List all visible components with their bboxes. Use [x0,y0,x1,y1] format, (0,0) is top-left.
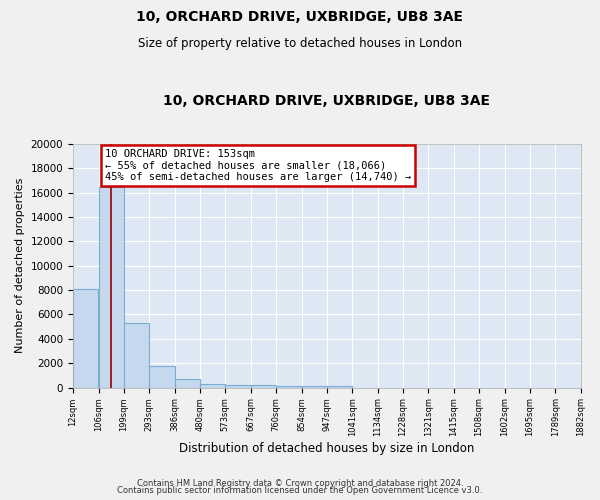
Bar [225,385,251,388]
Text: Size of property relative to detached houses in London: Size of property relative to detached ho… [138,38,462,51]
Title: 10, ORCHARD DRIVE, UXBRIDGE, UB8 3AE: 10, ORCHARD DRIVE, UXBRIDGE, UB8 3AE [163,94,490,108]
Bar [98,186,124,388]
Bar [149,366,175,388]
Bar [276,386,301,388]
Bar [175,379,200,388]
Bar [327,386,352,388]
Text: Contains HM Land Registry data © Crown copyright and database right 2024.: Contains HM Land Registry data © Crown c… [137,478,463,488]
Bar [302,386,327,388]
Bar [200,384,225,388]
Bar [73,290,98,388]
Y-axis label: Number of detached properties: Number of detached properties [15,178,25,354]
Text: Contains public sector information licensed under the Open Government Licence v3: Contains public sector information licen… [118,486,482,495]
Bar [251,385,276,388]
Text: 10 ORCHARD DRIVE: 153sqm
← 55% of detached houses are smaller (18,066)
45% of se: 10 ORCHARD DRIVE: 153sqm ← 55% of detach… [105,149,412,182]
Text: 10, ORCHARD DRIVE, UXBRIDGE, UB8 3AE: 10, ORCHARD DRIVE, UXBRIDGE, UB8 3AE [137,10,464,24]
Bar [124,323,149,388]
X-axis label: Distribution of detached houses by size in London: Distribution of detached houses by size … [179,442,475,455]
